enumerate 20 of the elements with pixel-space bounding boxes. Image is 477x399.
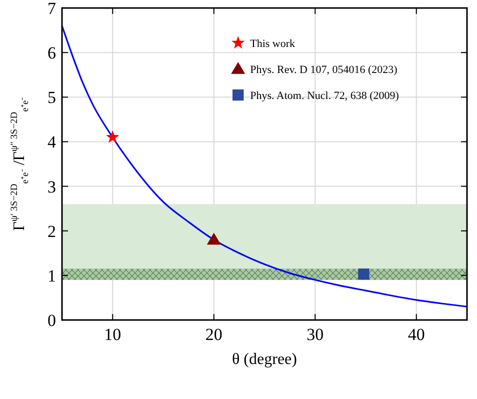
x-tick-label: 10 — [104, 325, 122, 344]
point — [358, 268, 370, 280]
y-tick-label: 2 — [48, 222, 56, 241]
x-tick-label: 30 — [306, 325, 324, 344]
x-tick-label: 40 — [408, 325, 425, 344]
y-tick-label: 0 — [48, 311, 56, 330]
y-tick-label: 1 — [48, 266, 56, 286]
y-tick-label: 4 — [48, 132, 56, 152]
legend-label: Phys. Atom. Nucl. 72, 638 (2009) — [250, 90, 400, 102]
legend-label: This work — [250, 38, 296, 50]
point — [106, 130, 120, 143]
legend-label: Phys. Rev. D 107, 054016 (2023) — [250, 64, 398, 76]
y-tick-label: 6 — [48, 44, 56, 63]
y-tick-label: 3 — [48, 177, 56, 196]
y-tick-label: 7 — [48, 0, 56, 18]
point — [206, 232, 221, 245]
y-tick-label: 5 — [48, 88, 56, 108]
x-axis-title: θ (degree) — [232, 351, 297, 368]
line-series — [62, 25, 467, 308]
x-tick-label: 20 — [205, 325, 222, 344]
